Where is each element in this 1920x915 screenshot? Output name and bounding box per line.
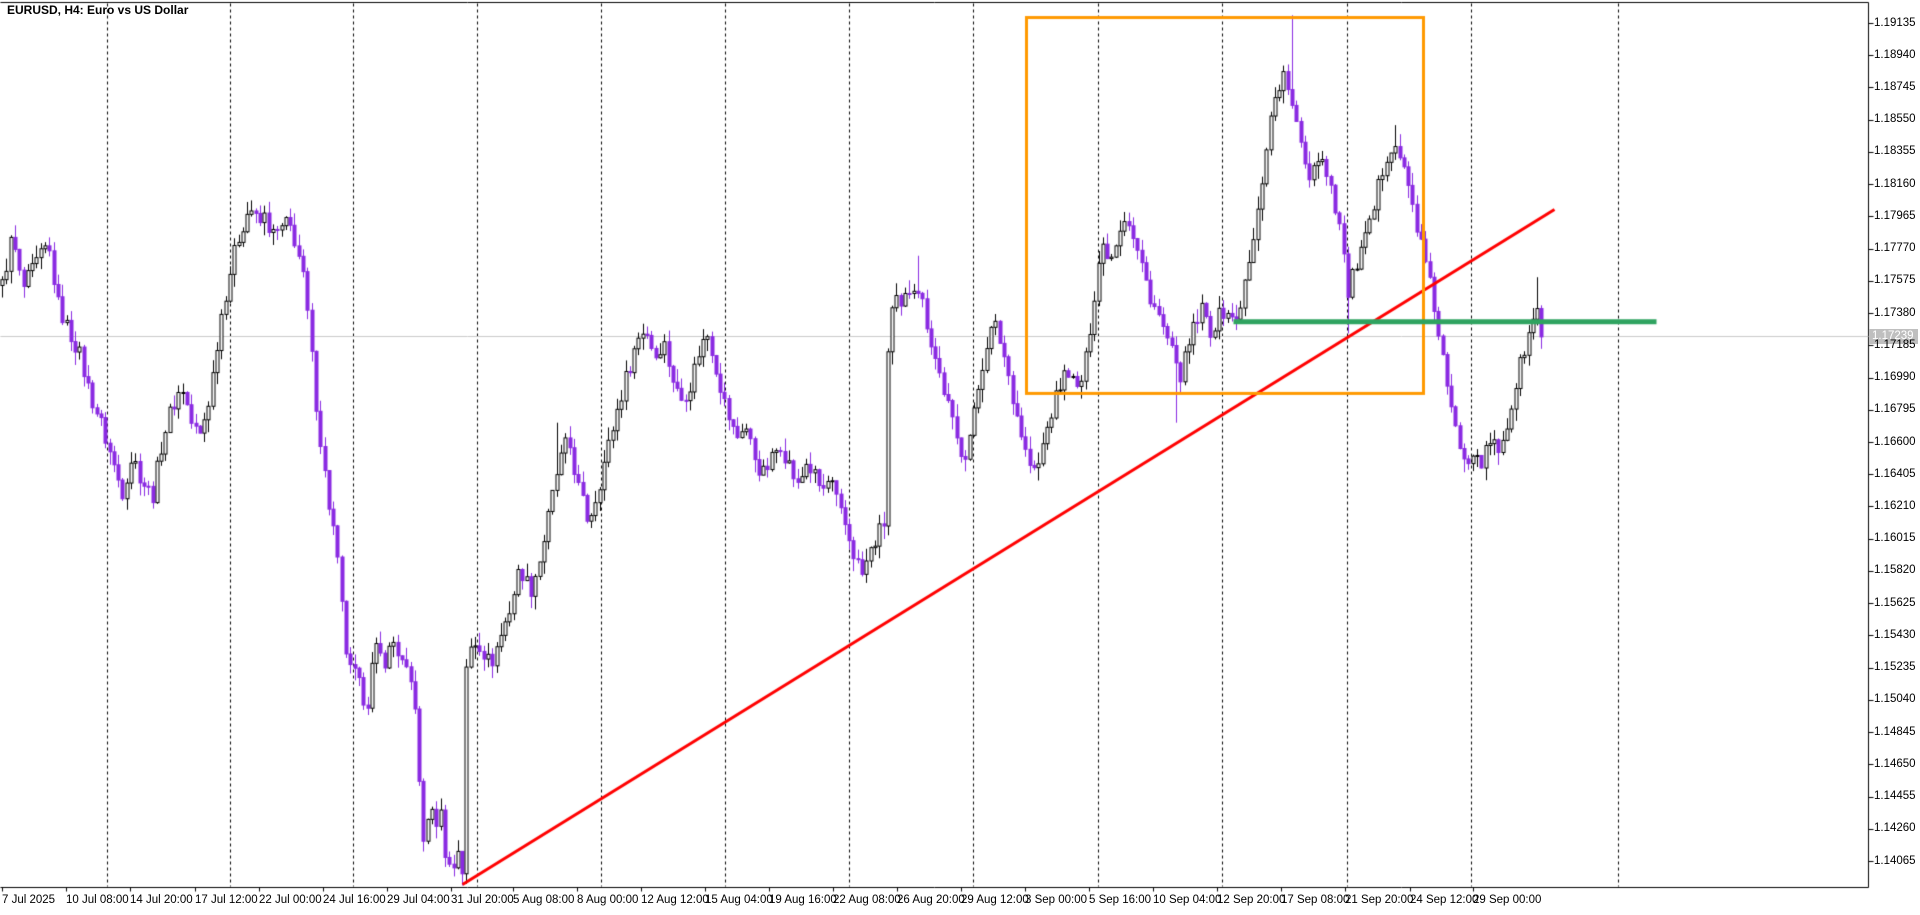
price-axis-label: 1.16795 bbox=[1874, 403, 1916, 416]
price-axis-label: 1.16015 bbox=[1874, 532, 1916, 545]
price-axis-label: 1.15430 bbox=[1874, 628, 1916, 641]
time-axis-label: 10 Sep 04:00 bbox=[1153, 894, 1222, 906]
time-axis-label: 17 Sep 08:00 bbox=[1281, 894, 1350, 906]
time-axis-label: 5 Aug 08:00 bbox=[513, 894, 575, 906]
price-axis-label: 1.15235 bbox=[1874, 661, 1916, 674]
price-axis-label: 1.17575 bbox=[1874, 274, 1916, 287]
time-axis-label: 24 Jul 16:00 bbox=[323, 894, 386, 906]
time-axis-label: 29 Aug 12:00 bbox=[961, 894, 1029, 906]
price-axis-label: 1.16600 bbox=[1874, 435, 1916, 448]
price-axis-label: 1.14650 bbox=[1874, 757, 1916, 770]
price-axis-label: 1.14455 bbox=[1874, 790, 1916, 803]
time-axis-label: 22 Jul 00:00 bbox=[259, 894, 322, 906]
price-axis-label: 1.15040 bbox=[1874, 693, 1916, 706]
price-axis-label: 1.17380 bbox=[1874, 306, 1916, 319]
price-axis-label: 1.18355 bbox=[1874, 145, 1916, 158]
time-axis-label: 3 Sep 00:00 bbox=[1025, 894, 1088, 906]
time-axis-label: 24 Sep 12:00 bbox=[1410, 894, 1479, 906]
chart-title: EURUSD, H4: Euro vs US Dollar bbox=[7, 3, 189, 17]
price-axis-label: 1.16405 bbox=[1874, 467, 1916, 480]
price-axis-label: 1.15625 bbox=[1874, 596, 1916, 609]
price-axis-label: 1.16210 bbox=[1874, 499, 1916, 512]
time-axis-label: 5 Sep 16:00 bbox=[1089, 894, 1152, 906]
time-axis-label: 8 Aug 00:00 bbox=[577, 894, 639, 906]
price-axis-label: 1.18550 bbox=[1874, 113, 1916, 126]
price-axis-label: 1.15820 bbox=[1874, 564, 1916, 577]
time-axis-label: 26 Aug 20:00 bbox=[897, 894, 965, 906]
price-axis-label: 1.14845 bbox=[1874, 725, 1916, 738]
price-axis-label: 1.18745 bbox=[1874, 80, 1916, 93]
price-axis-label: 1.14260 bbox=[1874, 822, 1916, 835]
price-axis-label: 1.17185 bbox=[1874, 338, 1916, 351]
time-axis-label: 31 Jul 20:00 bbox=[451, 894, 514, 906]
price-axis-label: 1.18160 bbox=[1874, 177, 1916, 190]
time-axis-label: 15 Aug 04:00 bbox=[705, 894, 773, 906]
time-axis-label: 7 Jul 2025 bbox=[2, 894, 56, 906]
price-axis-label: 1.17770 bbox=[1874, 242, 1916, 255]
time-axis-label: 29 Sep 00:00 bbox=[1473, 894, 1542, 906]
time-axis-label: 14 Jul 20:00 bbox=[130, 894, 193, 906]
time-axis-label: 17 Jul 12:00 bbox=[195, 894, 258, 906]
time-axis-label: 19 Aug 16:00 bbox=[769, 894, 837, 906]
time-axis-label: 21 Sep 20:00 bbox=[1345, 894, 1414, 906]
time-axis-label: 12 Aug 12:00 bbox=[641, 894, 709, 906]
price-axis-label: 1.18940 bbox=[1874, 48, 1916, 61]
time-axis-label: 29 Jul 04:00 bbox=[387, 894, 450, 906]
time-axis-label: 10 Jul 08:00 bbox=[66, 894, 129, 906]
current-price-badge: 1.17239 bbox=[1869, 329, 1918, 344]
price-axis-label: 1.14065 bbox=[1874, 854, 1916, 867]
price-axis-label: 1.17965 bbox=[1874, 209, 1916, 222]
price-axis-label: 1.16990 bbox=[1874, 371, 1916, 384]
time-axis-label: 22 Aug 08:00 bbox=[833, 894, 901, 906]
price-axis-label: 1.19135 bbox=[1874, 16, 1916, 29]
time-axis-label: 12 Sep 20:00 bbox=[1217, 894, 1286, 906]
